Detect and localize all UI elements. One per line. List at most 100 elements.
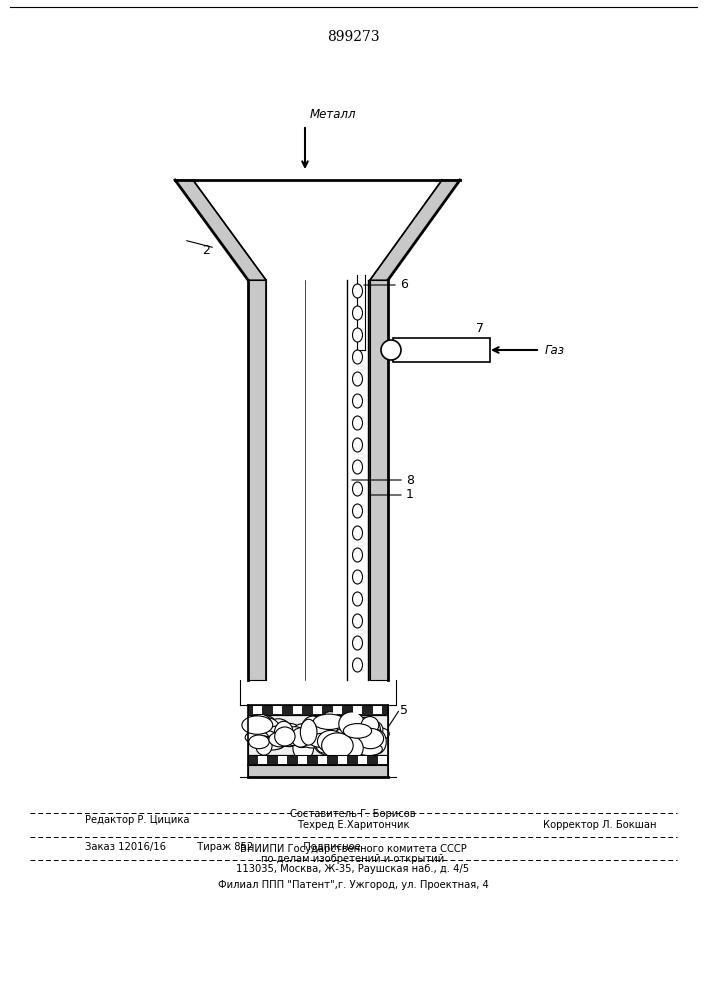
Ellipse shape xyxy=(316,737,332,753)
Bar xyxy=(313,706,322,714)
Text: 113035, Москва, Ж-35, Раушская наб., д. 4/5: 113035, Москва, Ж-35, Раушская наб., д. … xyxy=(236,864,469,874)
Polygon shape xyxy=(248,715,388,755)
Ellipse shape xyxy=(353,328,363,342)
Ellipse shape xyxy=(353,592,363,606)
Ellipse shape xyxy=(255,718,280,740)
Ellipse shape xyxy=(249,735,269,749)
Ellipse shape xyxy=(353,482,363,496)
Ellipse shape xyxy=(353,306,363,320)
Text: 3: 3 xyxy=(272,728,280,742)
Ellipse shape xyxy=(353,504,363,518)
Ellipse shape xyxy=(353,372,363,386)
Ellipse shape xyxy=(353,460,363,474)
Ellipse shape xyxy=(317,730,344,752)
Ellipse shape xyxy=(343,723,366,746)
Ellipse shape xyxy=(366,721,383,738)
Ellipse shape xyxy=(335,736,363,761)
Ellipse shape xyxy=(267,730,298,743)
Ellipse shape xyxy=(245,731,269,744)
Text: 4: 4 xyxy=(306,766,314,778)
Polygon shape xyxy=(248,705,388,715)
Ellipse shape xyxy=(357,733,380,755)
Ellipse shape xyxy=(353,394,363,408)
Ellipse shape xyxy=(353,636,363,650)
Ellipse shape xyxy=(353,614,363,628)
Ellipse shape xyxy=(353,570,363,584)
Ellipse shape xyxy=(353,350,363,364)
Text: 6: 6 xyxy=(400,278,408,292)
Ellipse shape xyxy=(291,724,313,748)
Ellipse shape xyxy=(339,712,365,736)
Text: Редактор Р. Цицика: Редактор Р. Цицика xyxy=(85,815,189,825)
Text: 1: 1 xyxy=(406,488,414,502)
Ellipse shape xyxy=(350,737,375,761)
Ellipse shape xyxy=(274,727,295,746)
Ellipse shape xyxy=(351,717,380,742)
Text: Корректор Л. Бокшан: Корректор Л. Бокшан xyxy=(543,820,657,830)
Ellipse shape xyxy=(276,723,303,747)
Ellipse shape xyxy=(267,719,290,737)
Text: Металл: Металл xyxy=(310,108,356,121)
Bar xyxy=(293,706,302,714)
Ellipse shape xyxy=(274,721,293,744)
Ellipse shape xyxy=(339,733,364,749)
Ellipse shape xyxy=(353,526,363,540)
Ellipse shape xyxy=(353,438,363,452)
Ellipse shape xyxy=(314,730,345,756)
Ellipse shape xyxy=(329,727,349,745)
Ellipse shape xyxy=(353,416,363,430)
Polygon shape xyxy=(175,180,266,280)
Ellipse shape xyxy=(259,736,285,750)
Text: по делам изобретений и открытий: по делам изобретений и открытий xyxy=(262,854,445,864)
Ellipse shape xyxy=(300,719,317,745)
Ellipse shape xyxy=(262,732,284,748)
Polygon shape xyxy=(266,280,370,680)
Bar xyxy=(353,706,362,714)
Text: Составитель Г. Борисов: Составитель Г. Борисов xyxy=(290,809,416,819)
Ellipse shape xyxy=(250,730,279,748)
Ellipse shape xyxy=(269,732,291,747)
Ellipse shape xyxy=(281,727,308,746)
Ellipse shape xyxy=(313,714,345,729)
Ellipse shape xyxy=(308,719,338,744)
Ellipse shape xyxy=(368,730,386,754)
Bar xyxy=(253,706,262,714)
Polygon shape xyxy=(370,280,388,680)
Ellipse shape xyxy=(366,727,390,740)
Ellipse shape xyxy=(321,712,340,731)
Polygon shape xyxy=(248,765,388,777)
Ellipse shape xyxy=(299,731,325,748)
Ellipse shape xyxy=(322,733,354,758)
Text: ВНИИПИ Государственного комитета СССР: ВНИИПИ Государственного комитета СССР xyxy=(240,844,467,854)
Ellipse shape xyxy=(323,728,346,740)
Ellipse shape xyxy=(333,729,351,746)
Ellipse shape xyxy=(346,729,376,743)
Bar xyxy=(298,756,307,764)
Ellipse shape xyxy=(346,718,364,739)
Bar xyxy=(338,756,347,764)
Polygon shape xyxy=(193,180,442,280)
Ellipse shape xyxy=(293,736,313,760)
Bar xyxy=(278,756,287,764)
Ellipse shape xyxy=(242,716,273,734)
Ellipse shape xyxy=(356,735,381,757)
Text: 5: 5 xyxy=(400,704,408,716)
Bar xyxy=(373,706,382,714)
Ellipse shape xyxy=(302,716,325,741)
Ellipse shape xyxy=(265,726,288,749)
Ellipse shape xyxy=(251,714,271,733)
Polygon shape xyxy=(393,338,490,362)
Text: Заказ 12016/16          Тираж 852                Подписное: Заказ 12016/16 Тираж 852 Подписное xyxy=(85,842,361,852)
Ellipse shape xyxy=(356,743,382,756)
Ellipse shape xyxy=(254,716,277,738)
Bar xyxy=(378,756,387,764)
Text: 2: 2 xyxy=(202,243,210,256)
Ellipse shape xyxy=(308,733,337,748)
Ellipse shape xyxy=(256,736,272,755)
Ellipse shape xyxy=(353,658,363,672)
Bar xyxy=(318,756,327,764)
Polygon shape xyxy=(370,180,460,280)
Ellipse shape xyxy=(348,740,364,757)
Text: Филиал ППП "Патент",г. Ужгород, ул. Проектная, 4: Филиал ППП "Патент",г. Ужгород, ул. Прое… xyxy=(218,880,489,890)
Ellipse shape xyxy=(361,717,379,734)
